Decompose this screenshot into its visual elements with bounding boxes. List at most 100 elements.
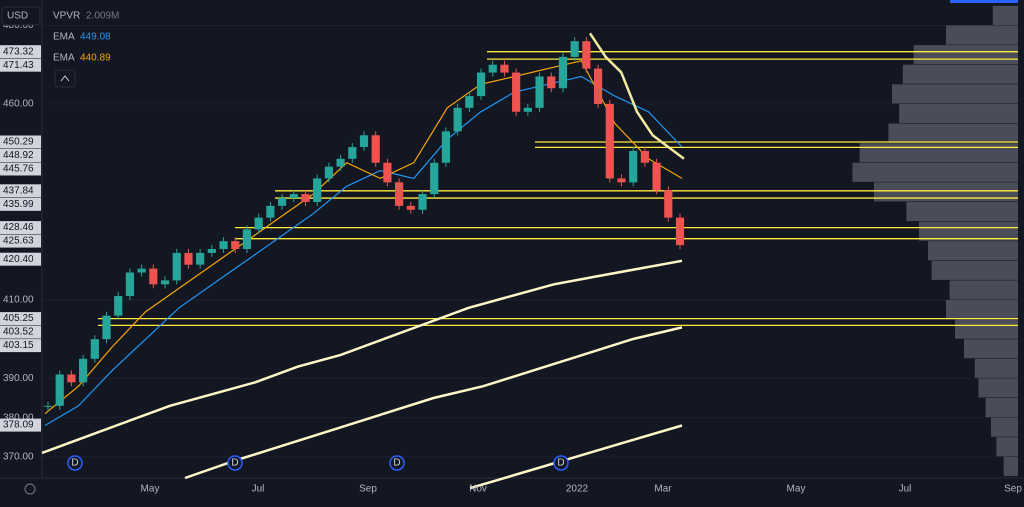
candle xyxy=(488,64,497,73)
dividend-label: D xyxy=(71,458,78,469)
ema-label: EMA xyxy=(53,53,75,64)
candle xyxy=(102,315,111,340)
y-tick-label: 460.00 xyxy=(3,99,34,110)
level-label-bg xyxy=(0,58,41,72)
dividend-marker[interactable] xyxy=(227,455,243,471)
candle xyxy=(196,252,205,265)
overlay-line xyxy=(41,259,683,455)
x-tick-label: Nov xyxy=(469,484,487,495)
candle xyxy=(242,229,252,249)
profile-bar xyxy=(919,221,1018,241)
candle xyxy=(593,68,603,104)
candle xyxy=(582,41,591,69)
profile-bar xyxy=(949,280,1018,300)
candle xyxy=(348,147,357,159)
candle xyxy=(254,217,263,230)
candle xyxy=(512,72,521,112)
candle xyxy=(359,135,369,148)
level-label: 450.29 xyxy=(3,137,34,148)
level-label-bg xyxy=(0,312,41,326)
candle xyxy=(395,182,404,206)
overlay-line xyxy=(588,32,685,160)
candle xyxy=(114,296,123,316)
vpvr-label: VPVR xyxy=(53,11,80,22)
candle xyxy=(500,64,509,73)
level-label: 471.43 xyxy=(3,60,34,71)
level-label-bg xyxy=(0,325,41,339)
level-label: 420.40 xyxy=(3,254,34,265)
dividend-marker[interactable] xyxy=(553,455,569,471)
level-label: 445.76 xyxy=(3,164,34,175)
profile-bar xyxy=(859,143,1018,163)
candle xyxy=(523,107,532,112)
overlay-line xyxy=(44,60,683,415)
ema-value: 440.89 xyxy=(80,53,111,64)
overlays xyxy=(41,32,685,490)
volume-profile xyxy=(852,5,1018,476)
level-label-bg xyxy=(0,45,41,59)
profile-bar xyxy=(978,378,1018,398)
grid xyxy=(42,24,1018,458)
x-tick-label: Sep xyxy=(359,484,377,495)
candle xyxy=(629,150,638,183)
profile-bar xyxy=(964,339,1018,359)
candle xyxy=(617,178,626,183)
ema-label: EMA xyxy=(53,32,75,43)
dividend-marker[interactable] xyxy=(67,455,83,471)
level-label-bg xyxy=(0,339,41,353)
candle xyxy=(558,56,568,89)
level-label-bg xyxy=(0,135,41,149)
candle xyxy=(547,76,556,89)
candle xyxy=(160,280,170,285)
candle xyxy=(231,241,240,249)
level-label-bg xyxy=(0,418,41,432)
candle xyxy=(535,76,544,108)
candle xyxy=(125,272,135,297)
profile-bar xyxy=(902,64,1018,84)
profile-bar xyxy=(928,241,1018,261)
level-label-bg xyxy=(0,221,41,235)
candle xyxy=(313,178,322,202)
candle xyxy=(301,194,310,202)
overlay-line xyxy=(469,424,683,490)
profile-bar xyxy=(888,123,1018,143)
candle xyxy=(640,150,649,163)
overlay-line xyxy=(44,75,683,427)
candle xyxy=(277,198,287,206)
top-bar xyxy=(950,0,1018,3)
candle xyxy=(184,252,193,265)
level-label: 403.52 xyxy=(3,327,34,338)
profile-bar xyxy=(955,319,1018,339)
candle xyxy=(79,358,88,383)
level-label: 378.09 xyxy=(3,420,34,431)
currency-button[interactable] xyxy=(1,6,41,26)
x-tick-label: Jul xyxy=(899,484,912,495)
candle xyxy=(383,162,392,183)
y-tick-label: 370.00 xyxy=(3,451,34,462)
candle xyxy=(453,107,462,132)
profile-bar xyxy=(991,417,1018,437)
level-label-bg xyxy=(0,184,41,198)
profile-bar xyxy=(946,25,1018,45)
candle xyxy=(406,205,415,210)
profile-bar xyxy=(992,5,1018,25)
profile-bar xyxy=(913,45,1018,65)
candle xyxy=(90,339,99,359)
candle xyxy=(441,131,451,163)
candle xyxy=(289,194,298,199)
settings-icon[interactable] xyxy=(24,483,36,495)
dividend-label: D xyxy=(231,458,238,469)
candle xyxy=(172,252,181,281)
candle xyxy=(67,374,76,383)
level-label: 405.25 xyxy=(3,313,34,324)
collapse-button[interactable] xyxy=(54,69,76,88)
candle xyxy=(418,194,427,210)
candle xyxy=(430,162,439,195)
y-tick-label: 410.00 xyxy=(3,295,34,306)
dividend-label: D xyxy=(393,458,400,469)
profile-bar xyxy=(852,162,1018,182)
dividend-marker[interactable] xyxy=(389,455,405,471)
currency: USD xyxy=(7,11,28,22)
